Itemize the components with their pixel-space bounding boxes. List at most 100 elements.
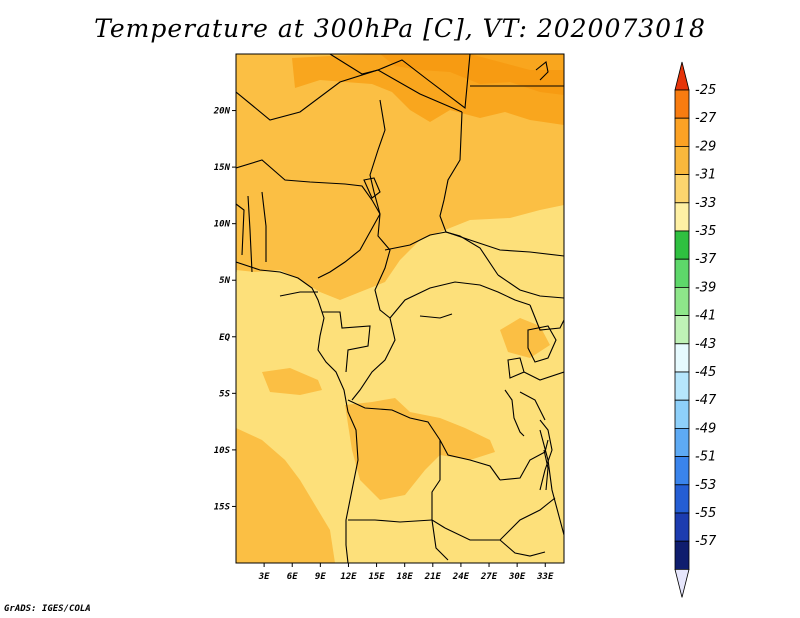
colorbar-swatch-10 [674,343,690,373]
border-chad-sudan [439,111,499,276]
border-lake-chad [363,177,381,199]
border-ssudan-east [497,274,564,299]
longitude-axis: 3E 6E 9E 12E 15E 18E 21E 24E 27E 30E 33E [258,563,554,582]
lon-label-12E: 12E [340,572,357,582]
colorbar-swatch-6 [674,230,690,260]
colorbar-label--39: -39 [695,280,716,295]
colorbar-swatch-5 [674,202,690,232]
country-borders [236,54,564,563]
field-south-warm [345,398,495,500]
lon-label-18E: 18E [397,572,414,582]
lon-label-33E: 33E [536,572,554,582]
temperature-field [236,54,564,563]
border-lake-malawi [543,449,549,491]
colorbar-label--49: -49 [695,421,716,436]
lat-label-5N: 5N [219,276,230,286]
colorbar-swatch-11 [674,371,690,401]
border-nigeria-benin [261,191,267,262]
colorbar-top-arrow [674,61,690,91]
colorbar-swatch-15 [674,484,690,514]
border-ghana [236,203,245,256]
colorbar-label--29: -29 [695,139,716,154]
lon-label-24E: 24E [452,572,470,582]
colorbar-bottom-arrow [674,569,690,598]
colorbar-swatch-4 [674,174,690,204]
colorbar-swatch-7 [674,258,690,288]
colorbar-swatch-14 [674,456,690,486]
border-namibia-angola [348,519,433,523]
border-lake-victoria [527,325,557,363]
field-west-warm [262,368,322,395]
border-niger-chad [236,69,463,121]
border-sudan-ssudan [445,231,564,257]
colorbar: -25 -27 -29 -31 -33 -35 -37 -39 -41 -43 -45 -47 -49 -… [674,61,717,598]
colorbar-swatch-17 [674,540,690,570]
colorbar-label--53: -53 [695,478,716,493]
border-tanzania [523,371,564,381]
colorbar-label--45: -45 [695,365,716,380]
colorbar-label--51: -51 [695,450,716,465]
map-frame [235,53,565,564]
lon-label-15E: 15E [368,572,385,582]
lat-label-15S: 15S [214,502,231,512]
colorbar-label--47: -47 [695,393,717,408]
colorbar-swatch-3 [674,145,690,175]
colorbar-label--43: -43 [695,337,716,352]
lon-label-21E: 21E [424,572,442,582]
colorbar-label--33: -33 [695,196,716,211]
border-namibia-botswana [431,519,449,561]
grads-credit: GrADS: IGES/COLA [4,604,91,614]
border-nigeria-niger [236,159,381,215]
border-nigeria-cameroon [317,213,381,279]
colorbar-swatch-9 [674,315,690,345]
lat-label-10N: 10N [214,220,231,230]
lat-label-5S: 5S [219,389,230,399]
map-title: Temperature at 300hPa [C], VT: 202007301… [94,14,706,43]
lon-label-6E: 6E [287,572,298,582]
lat-label-20N: 20N [213,107,231,117]
border-congo-drc [351,317,396,401]
lon-label-3E: 3E [258,572,270,582]
colorbar-label--35: -35 [695,224,716,239]
colorbar-swatch-8 [674,286,690,316]
border-drc-angola [347,399,501,481]
lon-label-9E: 9E [315,572,326,582]
border-libya-chad [329,54,471,110]
colorbar-swatch-2 [674,117,690,147]
border-river-east [519,391,546,421]
border-lake-river-niger [279,291,318,297]
lat-label-10S: 10S [214,446,231,456]
colorbar-label--27: -27 [695,111,717,126]
colorbar-swatch-1 [674,89,690,119]
colorbar-label--25: -25 [695,83,716,98]
border-malawi [539,419,553,491]
colorbar-label--41: -41 [695,309,716,324]
border-gabon-congo [322,311,371,373]
border-cameroon-car [374,213,391,319]
field-north-hottest [380,54,564,95]
border-mozambique [539,429,564,536]
border-lake-tanganyika [504,389,525,437]
colorbar-swatch-12 [674,399,690,429]
border-benin-togo [247,195,253,273]
colorbar-swatch-13 [674,427,690,457]
border-car-drc [389,281,531,319]
lon-label-30E: 30E [508,572,526,582]
lon-label-27E: 27E [480,572,498,582]
lat-label-15N: 15N [214,163,231,173]
colorbar-label--31: -31 [695,168,716,183]
coastline-gulf-guinea [236,261,359,563]
colorbar-label--57: -57 [695,534,717,549]
border-angola-zambia [431,440,446,529]
border-red-sea [535,61,549,81]
colorbar-label--37: -37 [695,252,717,267]
field-southwest-warm [236,428,335,563]
border-car-chad [384,231,447,251]
border-botswana-zim [499,539,546,557]
lat-label-EQ: EQ [219,333,230,343]
border-drc-zambia [499,439,549,481]
colorbar-swatch-16 [674,512,690,542]
colorbar-label--55: -55 [695,506,716,521]
latitude-axis: 20N 15N 10N 5N EQ 5S 10S 15S [213,107,236,512]
